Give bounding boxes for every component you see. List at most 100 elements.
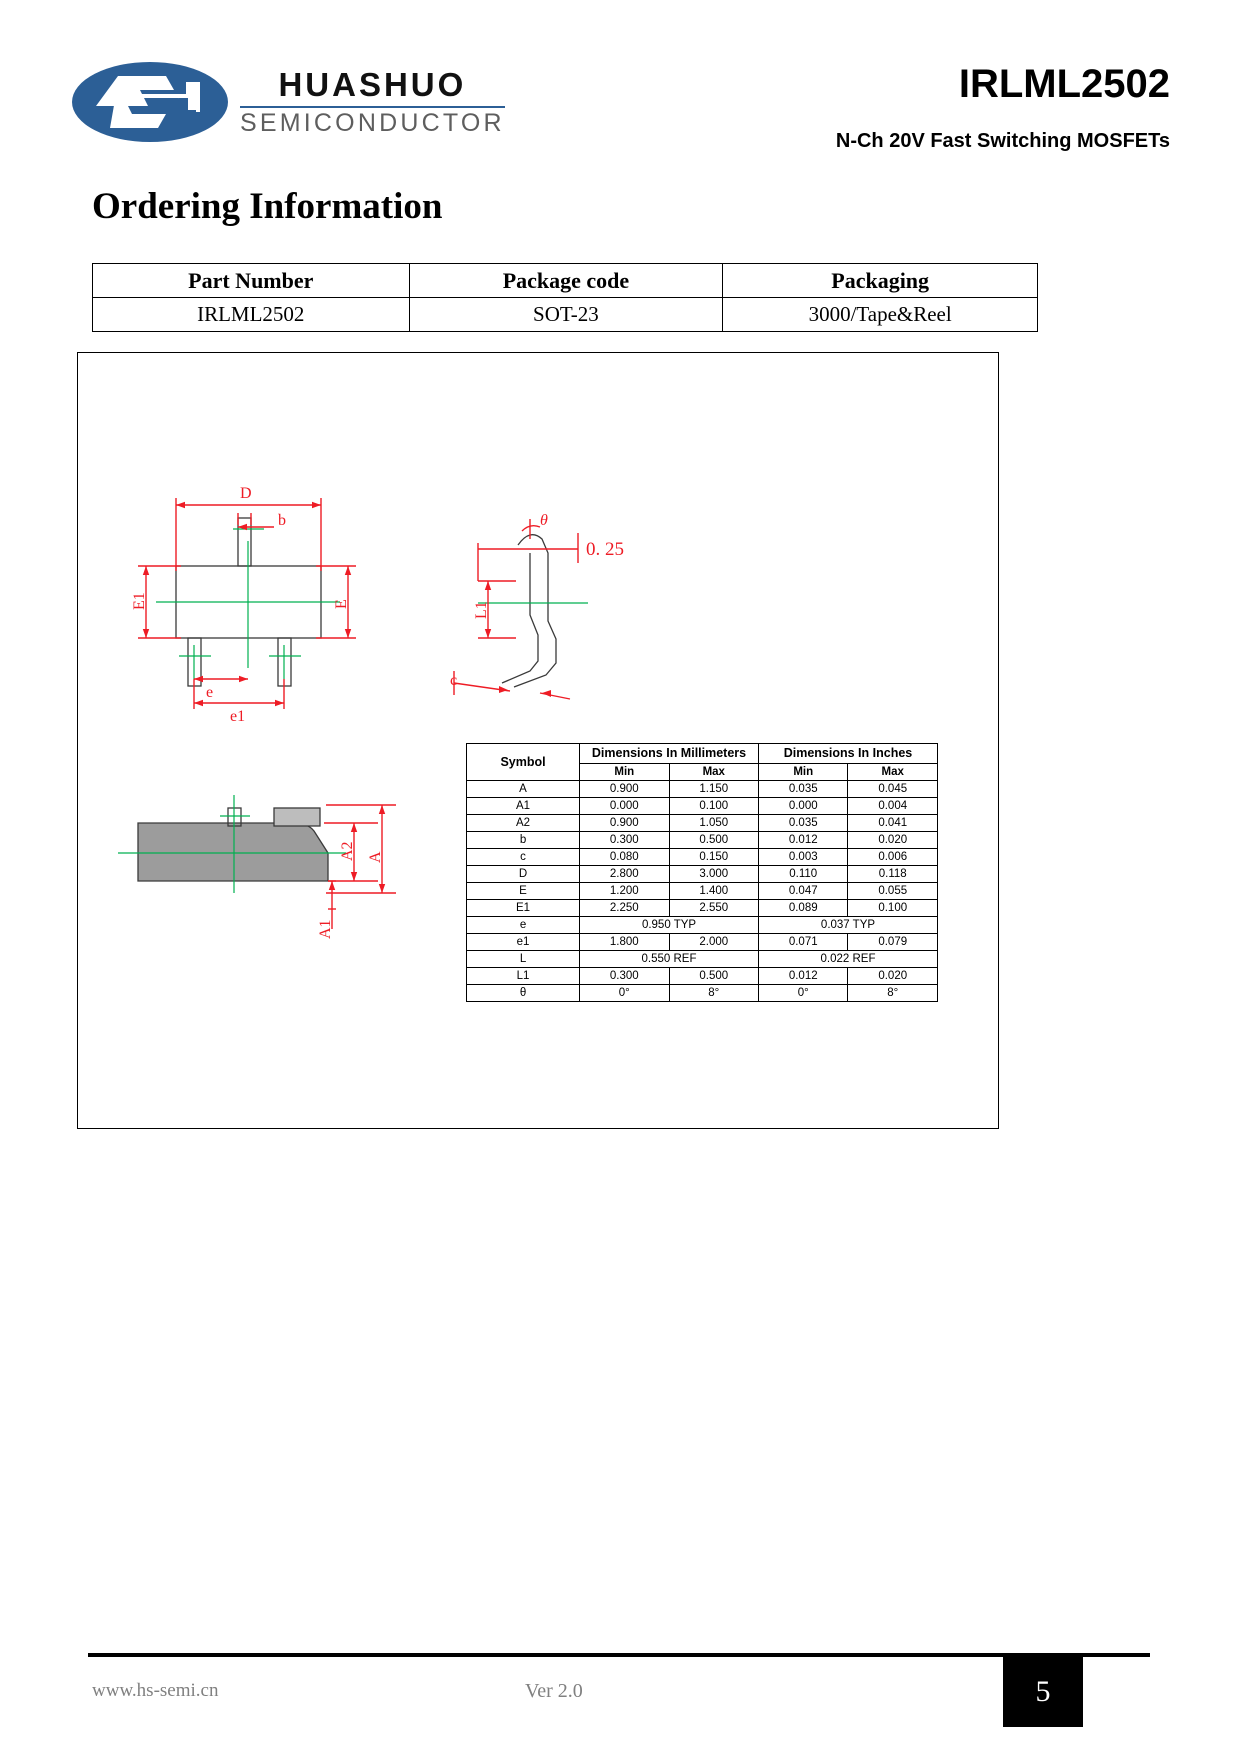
cell-in-min: 0.000 — [757, 797, 849, 815]
cell-symbol: A1 — [465, 797, 581, 815]
cell-symbol: D — [465, 865, 581, 883]
cell-mm-min: 0.080 — [579, 848, 670, 866]
table-row: θ 0° 8° 0° 8° — [465, 984, 938, 1002]
cell-in-max: 0.055 — [847, 882, 938, 900]
svg-text:L1: L1 — [473, 601, 490, 619]
svg-text:A1: A1 — [317, 919, 334, 939]
column-header-mm-max: Max — [668, 763, 760, 781]
table-row: A2 0.900 1.050 0.035 0.041 — [465, 814, 938, 832]
cell-part-number: IRLML2502 — [92, 297, 410, 332]
page-title: IRLML2502 — [958, 62, 1170, 106]
cell-symbol: b — [465, 831, 581, 849]
svg-text:D: D — [240, 485, 252, 502]
part-description: N-Ch 20V Fast Switching MOSFETs — [835, 130, 1170, 152]
cell-mm-max: 8° — [668, 984, 760, 1002]
cell-mm-span: 0.550 REF — [579, 950, 759, 968]
footer-website-url[interactable]: www.hs-semi.cn — [92, 1680, 219, 1701]
table-row: D 2.800 3.000 0.110 0.118 — [465, 865, 938, 883]
svg-text:e1: e1 — [230, 708, 245, 725]
cell-in-min: 0.071 — [757, 933, 849, 951]
table-row: e 0.950 TYP 0.037 TYP — [465, 916, 938, 934]
cell-symbol: L1 — [465, 967, 581, 985]
cell-mm-min: 1.800 — [579, 933, 670, 951]
svg-text:A: A — [367, 851, 384, 863]
table-row: E1 2.250 2.550 0.089 0.100 — [465, 899, 938, 917]
svg-text:E1: E1 — [131, 592, 148, 610]
logo-secondary-text: SEMICONDUCTOR — [240, 108, 505, 137]
cell-in-max: 8° — [847, 984, 938, 1002]
cell-symbol: c — [465, 848, 581, 866]
column-header-part-number: Part Number — [92, 263, 410, 298]
cell-in-min: 0.012 — [757, 967, 849, 985]
cell-in-span: 0.022 REF — [758, 950, 938, 968]
cell-in-max: 0.079 — [847, 933, 938, 951]
cell-mm-min: 0.300 — [579, 831, 670, 849]
table-row: A 0.900 1.150 0.035 0.045 — [465, 780, 938, 798]
cell-mm-min: 0.300 — [579, 967, 670, 985]
cell-symbol: θ — [465, 984, 581, 1002]
cell-package-code: SOT-23 — [408, 297, 724, 332]
cell-in-max: 0.020 — [847, 967, 938, 985]
svg-text:E: E — [333, 599, 350, 609]
cell-in-max: 0.100 — [847, 899, 938, 917]
cell-in-max: 0.006 — [847, 848, 938, 866]
cell-in-max: 0.004 — [847, 797, 938, 815]
page-number-badge: 5 — [1003, 1657, 1083, 1727]
svg-text:e: e — [206, 684, 213, 701]
column-header-symbol: Symbol — [465, 743, 581, 781]
table-row: A1 0.000 0.100 0.000 0.004 — [465, 797, 938, 815]
page-header: HUASHUO SEMICONDUCTOR IRLML2502 N-Ch 20V… — [70, 52, 1170, 172]
cell-in-min: 0.035 — [757, 814, 849, 832]
cell-mm-max: 1.150 — [668, 780, 760, 798]
cell-mm-min: 0.000 — [579, 797, 670, 815]
cell-mm-min: 0° — [579, 984, 670, 1002]
package-dimensions-table: Symbol Dimensions In Millimeters Dimensi… — [465, 743, 938, 1002]
svg-text:A2: A2 — [339, 841, 356, 861]
cell-in-span: 0.037 TYP — [758, 916, 938, 934]
cell-in-max: 0.041 — [847, 814, 938, 832]
cell-mm-min: 2.250 — [579, 899, 670, 917]
section-heading-ordering-information: Ordering Information — [92, 186, 443, 227]
cell-symbol: A — [465, 780, 581, 798]
cell-mm-span: 0.950 TYP — [579, 916, 759, 934]
table-row: e1 1.800 2.000 0.071 0.079 — [465, 933, 938, 951]
cell-in-min: 0.035 — [757, 780, 849, 798]
logo-primary-text: HUASHUO — [278, 66, 467, 104]
table-header-row: Part Number Package code Packaging — [92, 263, 1038, 298]
cell-mm-min: 1.200 — [579, 882, 670, 900]
cell-mm-max: 2.000 — [668, 933, 760, 951]
dimension-group-header-row: Symbol Dimensions In Millimeters Dimensi… — [465, 743, 938, 781]
cell-symbol: e1 — [465, 933, 581, 951]
column-group-header-inches: Dimensions In Inches — [758, 743, 938, 764]
svg-text:b: b — [278, 512, 286, 529]
huashuo-hs-ellipse-logo-icon — [72, 62, 228, 142]
cell-symbol: E1 — [465, 899, 581, 917]
dimension-sub-header-row: Min Max Min Max — [467, 763, 938, 781]
company-logo: HUASHUO SEMICONDUCTOR — [70, 60, 505, 144]
column-group-header-millimeters: Dimensions In Millimeters — [579, 743, 759, 764]
cell-symbol: L — [465, 950, 581, 968]
footer-version: Ver 2.0 — [525, 1680, 583, 1702]
cell-symbol: A2 — [465, 814, 581, 832]
svg-text:c: c — [450, 672, 457, 689]
table-row: E 1.200 1.400 0.047 0.055 — [465, 882, 938, 900]
cell-packaging: 3000/Tape&Reel — [722, 297, 1038, 332]
cell-mm-min: 2.800 — [579, 865, 670, 883]
ordering-information-table: Part Number Package code Packaging IRLML… — [92, 263, 1038, 332]
package-drawing-svg: D b E1 E e — [118, 485, 624, 939]
column-header-package-code: Package code — [408, 263, 724, 298]
cell-mm-max: 1.050 — [668, 814, 760, 832]
cell-symbol: E — [465, 882, 581, 900]
cell-in-min: 0.110 — [757, 865, 849, 883]
cell-in-max: 0.020 — [847, 831, 938, 849]
cell-in-min: 0.012 — [757, 831, 849, 849]
package-outline-drawing: D b E1 E e — [77, 352, 999, 1129]
table-row: c 0.080 0.150 0.003 0.006 — [465, 848, 938, 866]
column-header-packaging: Packaging — [722, 263, 1038, 298]
cell-mm-min: 0.900 — [579, 814, 670, 832]
cell-mm-max: 3.000 — [668, 865, 760, 883]
svg-text:θ: θ — [540, 512, 548, 529]
cell-in-min: 0.003 — [757, 848, 849, 866]
table-row: L 0.550 REF 0.022 REF — [465, 950, 938, 968]
cell-mm-max: 0.500 — [668, 831, 760, 849]
